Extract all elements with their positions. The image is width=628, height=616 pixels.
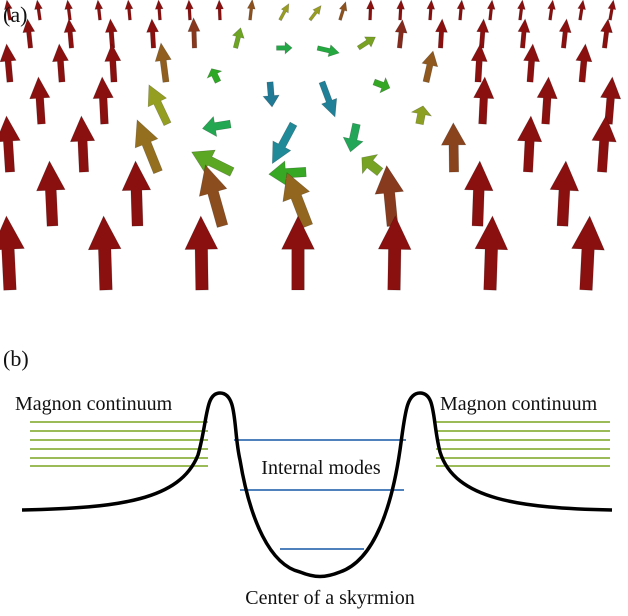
spin: [148, 85, 171, 126]
spin: [457, 0, 465, 20]
spin-texture: [0, 0, 621, 290]
spin: [578, 0, 586, 20]
spin: [487, 0, 495, 20]
spin: [65, 0, 73, 20]
spin: [233, 28, 245, 49]
spin: [105, 44, 121, 82]
spin: [70, 116, 94, 172]
spin: [537, 77, 557, 124]
spin: [247, 0, 255, 20]
spin: [475, 216, 508, 290]
spin: [185, 216, 218, 290]
spin: [576, 44, 592, 82]
spin: [412, 106, 432, 125]
spin: [155, 0, 163, 20]
spin: [435, 19, 447, 48]
spin: [367, 0, 375, 20]
spin: [192, 150, 234, 176]
spin: [518, 19, 530, 48]
spin: [147, 19, 159, 48]
spin: [319, 81, 337, 117]
spin: [216, 0, 224, 20]
spin: [397, 0, 405, 20]
spin: [199, 165, 227, 227]
spin: [550, 161, 579, 226]
spin: [373, 78, 390, 93]
spin: [524, 44, 540, 82]
spin: [122, 161, 151, 226]
spin: [0, 44, 16, 82]
spin: [37, 161, 66, 226]
spin: [93, 77, 113, 124]
spin: [474, 77, 494, 124]
spin: [339, 2, 347, 21]
spin: [572, 216, 605, 290]
spin: [601, 19, 613, 48]
spin: [0, 216, 24, 290]
spin: [608, 0, 616, 20]
spin: [105, 19, 117, 48]
spin: [185, 0, 193, 20]
spin: [207, 69, 222, 84]
spin: [477, 19, 489, 48]
panel-label: (a): [3, 2, 27, 27]
spin: [188, 18, 200, 48]
spin: [135, 120, 162, 174]
panel-label: (b): [3, 346, 29, 371]
spin: [64, 19, 76, 48]
spin: [517, 116, 541, 172]
spin: [263, 82, 279, 107]
spin: [362, 154, 383, 175]
spin: [464, 161, 493, 226]
spin: [357, 37, 375, 50]
spin: [52, 44, 68, 82]
spin: [378, 216, 411, 290]
continuum-label: Magnon continuum: [15, 393, 173, 415]
figure: (a) (b) Magnon continuum Magnon continuu…: [0, 0, 628, 616]
spin: [282, 216, 315, 290]
spin: [343, 123, 363, 152]
spin: [202, 117, 231, 137]
spin: [155, 43, 171, 82]
spin: [0, 116, 20, 172]
spin: [272, 122, 297, 163]
spin: [422, 51, 438, 83]
spin: [309, 6, 321, 21]
center-label: Center of a skyrmion: [245, 587, 414, 609]
spin: [375, 166, 403, 227]
modes-label: Internal modes: [261, 457, 381, 479]
spin: [317, 45, 339, 57]
spin: [441, 123, 465, 172]
spin: [125, 0, 133, 20]
spin: [276, 42, 292, 54]
spin: [601, 77, 621, 124]
spin: [548, 0, 556, 20]
spin: [559, 19, 571, 48]
spin: [88, 216, 121, 290]
spin: [279, 4, 289, 21]
spin: [30, 77, 50, 124]
spin: [395, 20, 407, 48]
spin: [427, 0, 435, 20]
spin: [517, 0, 525, 20]
spin: [35, 0, 43, 20]
spin: [95, 0, 103, 20]
continuum-label: Magnon continuum: [440, 393, 598, 415]
